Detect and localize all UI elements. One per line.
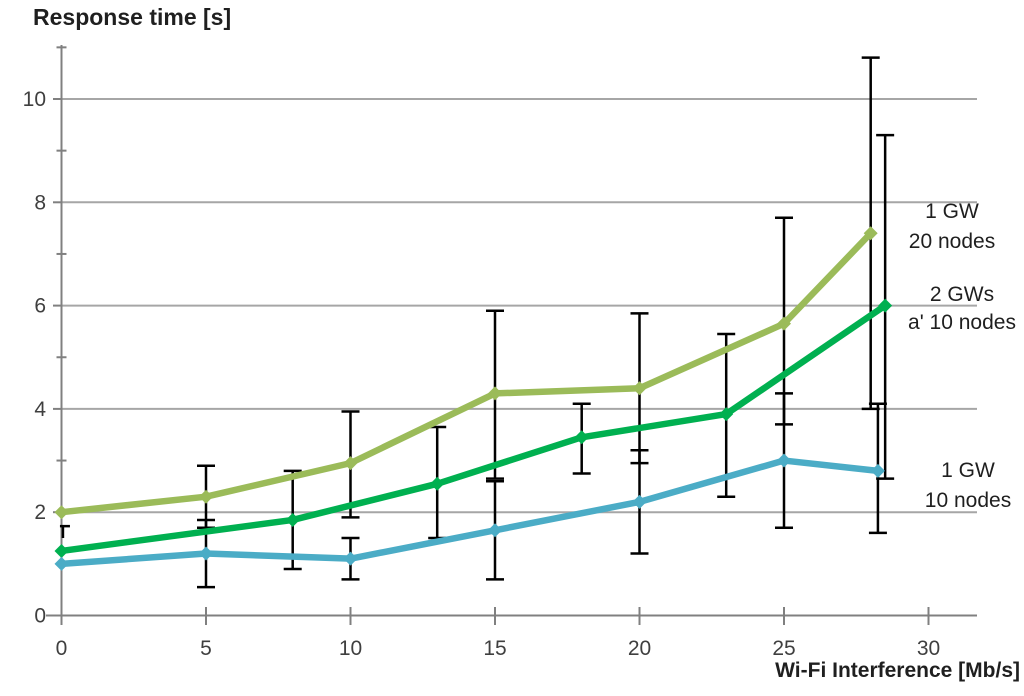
series-marker: [54, 505, 69, 520]
series-marker: [632, 494, 647, 509]
series-marker: [574, 430, 589, 445]
series-marker: [54, 556, 69, 571]
y-tick-label-8: 8: [34, 191, 46, 214]
series-label-line: 1 GW: [941, 459, 995, 482]
x-tick-label-20: 20: [628, 637, 651, 660]
y-tick-label-6: 6: [34, 295, 46, 318]
x-tick-label-30: 30: [917, 637, 940, 660]
series-marker: [199, 546, 213, 561]
series-label-line: 2 GWs: [929, 283, 995, 306]
x-axis-label: Wi-Fi Interference [Mb/s]: [775, 659, 1020, 682]
series-marker: [863, 226, 878, 241]
series-label-line: a' 10 nodes: [908, 311, 1016, 334]
series-marker: [719, 407, 734, 422]
series-marker: [632, 381, 647, 396]
y-tick-label-10: 10: [23, 88, 46, 111]
series-label-line: 10 nodes: [924, 489, 1012, 512]
y-tick-label-4: 4: [34, 398, 46, 421]
x-tick-label-5: 5: [200, 637, 212, 660]
series-label-line: 1 GW: [925, 200, 979, 223]
y-tick-label-2: 2: [34, 501, 46, 524]
series-line-2-gws-a-10-nodes: [58, 302, 889, 555]
x-tick-label-10: 10: [339, 637, 362, 660]
x-tick-label-15: 15: [483, 637, 506, 660]
series-marker: [343, 551, 358, 566]
series-label-2gws-10nodes: 2 GWs a' 10 nodes: [900, 281, 1024, 337]
series-marker: [430, 476, 445, 491]
x-tick-label-0: 0: [56, 637, 68, 660]
series-marker: [199, 489, 213, 504]
series-marker: [777, 316, 791, 331]
series-label-1gw-20nodes: 1 GW 20 nodes: [898, 197, 1006, 257]
series-label-line: 20 nodes: [908, 230, 996, 253]
series-marker: [285, 512, 300, 527]
series-label-1gw-10nodes: 1 GW 10 nodes: [918, 456, 1018, 516]
series-marker: [343, 456, 358, 471]
chart-title: Response time [s]: [33, 4, 232, 30]
series-marker: [870, 463, 885, 478]
series-marker: [488, 523, 502, 538]
series-marker: [54, 543, 69, 558]
series-marker: [488, 386, 502, 401]
series-marker: [878, 298, 893, 313]
series-marker: [777, 453, 791, 468]
y-tick-label-0: 0: [34, 605, 46, 628]
x-tick-label-25: 25: [772, 637, 795, 660]
